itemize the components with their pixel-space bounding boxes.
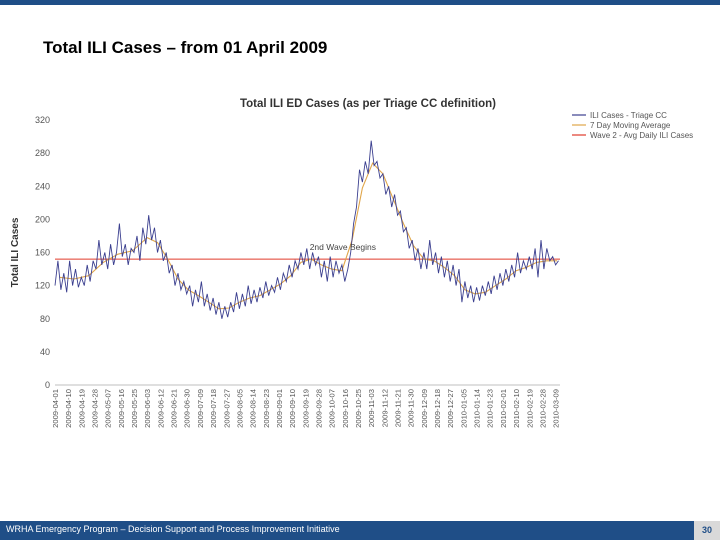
y-tick-label: 200 xyxy=(35,214,50,224)
x-tick-label: 2009-04-19 xyxy=(77,389,86,428)
moving-average-line xyxy=(59,162,558,310)
page-number: 30 xyxy=(694,521,720,540)
x-tick-label: 2009-09-10 xyxy=(288,389,297,428)
x-tick-label: 2009-10-07 xyxy=(328,389,337,428)
y-axis-label: Total ILI Cases xyxy=(10,217,21,287)
legend-label: 7 Day Moving Average xyxy=(590,121,671,130)
x-tick-label: 2009-07-27 xyxy=(222,389,231,428)
footer-bar xyxy=(0,521,720,540)
chart-title: Total ILI ED Cases (as per Triage CC def… xyxy=(240,98,496,110)
x-tick-label: 2009-11-12 xyxy=(380,389,389,427)
top-accent-bar xyxy=(0,0,720,5)
x-tick-label: 2009-05-25 xyxy=(130,389,139,428)
y-tick-label: 0 xyxy=(45,380,50,390)
y-tick-label: 160 xyxy=(35,248,50,258)
x-tick-label: 2009-12-27 xyxy=(446,389,455,428)
annotation-2nd-wave: 2nd Wave Begins xyxy=(310,242,376,252)
x-tick-label: 2010-03-09 xyxy=(552,389,561,428)
x-tick-label: 2009-04-28 xyxy=(91,389,100,428)
x-tick-label: 2009-06-12 xyxy=(156,389,165,428)
x-tick-label: 2009-09-28 xyxy=(314,389,323,428)
ili-cases-line xyxy=(54,140,559,319)
x-tick-label: 2009-06-21 xyxy=(170,389,179,428)
x-tick-label: 2009-11-03 xyxy=(367,389,376,427)
x-tick-label: 2009-11-21 xyxy=(394,389,403,427)
x-tick-label: 2009-06-30 xyxy=(183,389,192,428)
x-tick-label: 2010-02-19 xyxy=(525,389,534,428)
y-tick-label: 120 xyxy=(35,281,50,291)
y-tick-label: 40 xyxy=(40,347,50,357)
x-tick-label: 2009-12-18 xyxy=(433,389,442,428)
y-tick-label: 280 xyxy=(35,148,50,158)
x-tick-label: 2009-09-01 xyxy=(275,389,284,428)
x-tick-label: 2010-02-28 xyxy=(538,389,547,428)
ili-chart: Total ILI ED Cases (as per Triage CC def… xyxy=(10,98,693,428)
x-tick-label: 2009-10-16 xyxy=(341,389,350,428)
y-tick-label: 320 xyxy=(35,115,50,125)
x-tick-label: 2009-10-25 xyxy=(354,389,363,428)
x-tick-label: 2009-04-10 xyxy=(64,389,73,428)
x-tick-label: 2009-12-09 xyxy=(420,389,429,428)
footer-text: WRHA Emergency Program – Decision Suppor… xyxy=(6,524,340,534)
x-tick-label: 2010-02-01 xyxy=(499,389,508,428)
x-tick-label: 2010-01-14 xyxy=(473,389,482,428)
legend-label: Wave 2 - Avg Daily ILI Cases xyxy=(590,131,693,140)
x-tick-label: 2009-08-14 xyxy=(249,389,258,428)
y-tick-label: 240 xyxy=(35,181,50,191)
x-tick-label: 2009-07-09 xyxy=(196,389,205,428)
x-tick-label: 2009-08-05 xyxy=(235,389,244,428)
x-tick-label: 2009-05-16 xyxy=(117,389,126,428)
x-tick-label: 2009-08-23 xyxy=(262,389,271,428)
x-tick-label: 2009-11-30 xyxy=(407,389,416,427)
x-tick-label: 2010-01-05 xyxy=(459,389,468,428)
x-tick-label: 2009-09-19 xyxy=(301,389,310,428)
slide-title: Total ILI Cases – from 01 April 2009 xyxy=(43,38,328,57)
y-tick-label: 80 xyxy=(40,314,50,324)
x-tick-label: 2010-02-10 xyxy=(512,389,521,428)
x-tick-label: 2009-04-01 xyxy=(51,389,60,428)
x-tick-label: 2009-06-03 xyxy=(143,389,152,428)
legend-label: ILI Cases - Triage CC xyxy=(590,111,667,120)
x-tick-label: 2009-05-07 xyxy=(104,389,113,428)
x-tick-label: 2009-07-18 xyxy=(209,389,218,428)
x-tick-label: 2010-01-23 xyxy=(486,389,495,428)
